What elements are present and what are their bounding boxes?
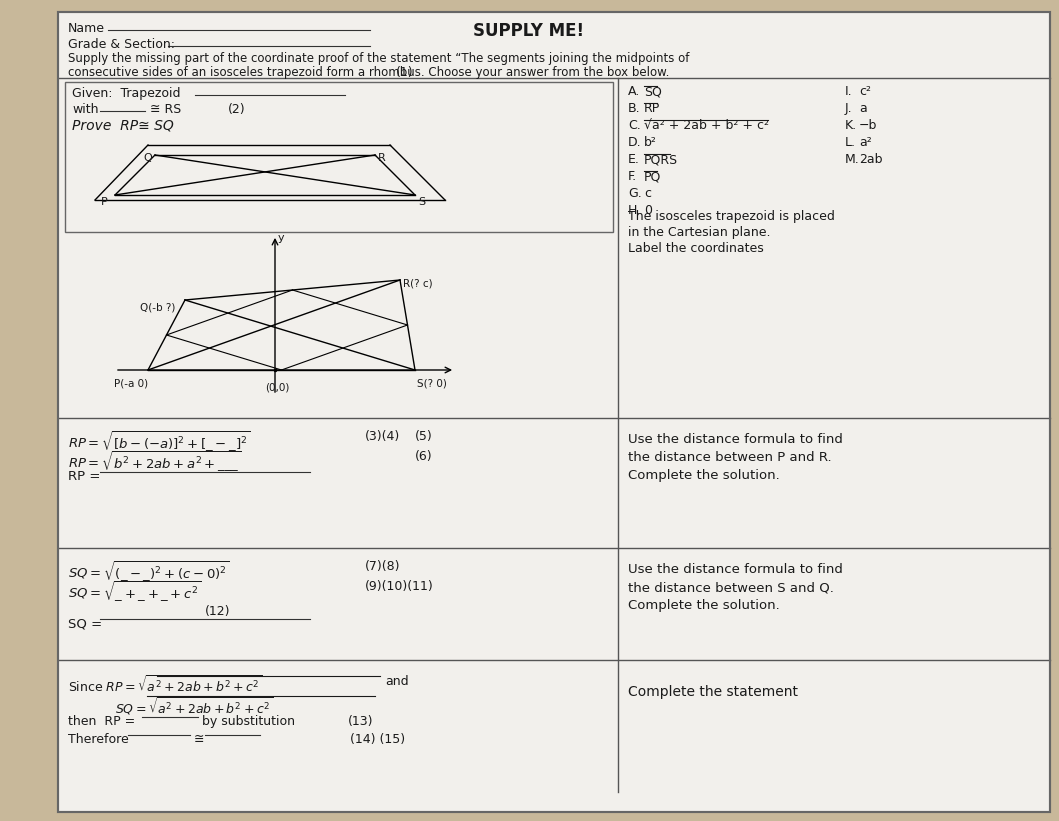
Text: C.: C.: [628, 119, 641, 132]
Text: B.: B.: [628, 102, 641, 115]
Text: PQRS: PQRS: [644, 153, 678, 166]
Text: Supply the missing part of the coordinate proof of the statement “The segments j: Supply the missing part of the coordinat…: [68, 52, 689, 65]
Text: P: P: [101, 197, 108, 207]
Text: $SQ = \sqrt{a^2 + 2ab + b^2 + c^2}$: $SQ = \sqrt{a^2 + 2ab + b^2 + c^2}$: [115, 695, 273, 717]
Text: Q(-b ?): Q(-b ?): [140, 302, 176, 312]
Text: Name: Name: [68, 22, 105, 35]
Text: SQ =: SQ =: [68, 617, 106, 630]
Text: (3)(4): (3)(4): [365, 430, 400, 443]
Text: PQ: PQ: [644, 170, 662, 183]
Text: Complete the statement: Complete the statement: [628, 685, 798, 699]
Text: I.: I.: [845, 85, 852, 98]
Text: G.: G.: [628, 187, 642, 200]
Text: SUPPLY ME!: SUPPLY ME!: [473, 22, 585, 40]
Text: 2ab: 2ab: [859, 153, 882, 166]
Text: consecutive sides of an isosceles trapezoid form a rhombus. Choose your answer f: consecutive sides of an isosceles trapez…: [68, 66, 669, 79]
Text: Label the coordinates: Label the coordinates: [628, 242, 764, 255]
Text: (7)(8): (7)(8): [365, 560, 400, 573]
Text: D.: D.: [628, 136, 642, 149]
Text: y: y: [279, 233, 285, 243]
Text: R(? c): R(? c): [403, 278, 433, 288]
Text: c²: c²: [859, 85, 870, 98]
Text: R: R: [378, 153, 385, 163]
Text: Therefore: Therefore: [68, 733, 132, 746]
Text: a: a: [859, 102, 866, 115]
Text: (9)(10)(11): (9)(10)(11): [365, 580, 434, 593]
Text: $RP = \sqrt{b^2 + 2ab + a^2 + \_\_\_}$: $RP = \sqrt{b^2 + 2ab + a^2 + \_\_\_}$: [68, 450, 241, 475]
Text: (13): (13): [348, 715, 374, 728]
Text: Use the distance formula to find: Use the distance formula to find: [628, 563, 843, 576]
Text: SQ: SQ: [644, 85, 662, 98]
Text: H.: H.: [628, 204, 641, 217]
Text: Q: Q: [143, 153, 151, 163]
Text: the distance between S and Q.: the distance between S and Q.: [628, 581, 833, 594]
Text: S: S: [418, 197, 425, 207]
Text: and: and: [385, 675, 409, 688]
Text: K.: K.: [845, 119, 857, 132]
Text: S(? 0): S(? 0): [417, 378, 447, 388]
Text: P(-a 0): P(-a 0): [114, 378, 148, 388]
Text: L.: L.: [845, 136, 856, 149]
Text: c: c: [644, 187, 651, 200]
Text: −b: −b: [859, 119, 877, 132]
Text: 0: 0: [644, 204, 652, 217]
Text: M.: M.: [845, 153, 860, 166]
Text: then  RP =: then RP =: [68, 715, 139, 728]
Text: (14) (15): (14) (15): [351, 733, 406, 746]
Text: The isosceles trapezoid is placed: The isosceles trapezoid is placed: [628, 210, 834, 223]
Text: $SQ = \sqrt{\_ + \_ + \_ + c^2}$: $SQ = \sqrt{\_ + \_ + \_ + c^2}$: [68, 580, 201, 604]
Text: by substitution: by substitution: [202, 715, 295, 728]
Text: J.: J.: [845, 102, 852, 115]
Text: a²: a²: [859, 136, 872, 149]
Text: (5): (5): [415, 430, 433, 443]
Text: (2): (2): [228, 103, 246, 116]
Text: $SQ = \sqrt{(\_ - \_)^2 + (c - 0)^2}$: $SQ = \sqrt{(\_ - \_)^2 + (c - 0)^2}$: [68, 560, 230, 585]
Bar: [65, 82, 613, 232]
Text: (12): (12): [205, 605, 231, 618]
Text: A.: A.: [628, 85, 641, 98]
Text: RP =: RP =: [68, 470, 105, 483]
Text: (1): (1): [396, 66, 414, 79]
Text: (6): (6): [415, 450, 433, 463]
Text: the distance between P and R.: the distance between P and R.: [628, 451, 831, 464]
Text: ≅: ≅: [194, 733, 204, 746]
Text: Complete the solution.: Complete the solution.: [628, 469, 779, 482]
Text: E.: E.: [628, 153, 640, 166]
Text: $RP = \sqrt{[b-(-a)]^2 + [\_ - \_]^2}$: $RP = \sqrt{[b-(-a)]^2 + [\_ - \_]^2}$: [68, 430, 250, 454]
Text: Complete the solution.: Complete the solution.: [628, 599, 779, 612]
Text: Use the distance formula to find: Use the distance formula to find: [628, 433, 843, 446]
Text: Prove  RP≅ SQ: Prove RP≅ SQ: [72, 118, 174, 132]
Text: b²: b²: [644, 136, 657, 149]
Text: (0,0): (0,0): [265, 382, 289, 392]
Text: with: with: [72, 103, 98, 116]
Text: Grade & Section:: Grade & Section:: [68, 38, 175, 51]
Text: ≅ RS: ≅ RS: [150, 103, 181, 116]
Text: Since $RP = \sqrt{a^2 + 2ab + b^2 + c^2}$: Since $RP = \sqrt{a^2 + 2ab + b^2 + c^2}…: [68, 675, 263, 696]
Text: Given:  Trapezoid: Given: Trapezoid: [72, 87, 180, 100]
Text: √a² + 2ab + b² + c²: √a² + 2ab + b² + c²: [644, 119, 769, 132]
Text: in the Cartesian plane.: in the Cartesian plane.: [628, 226, 771, 239]
Text: RP: RP: [644, 102, 660, 115]
Text: F.: F.: [628, 170, 638, 183]
